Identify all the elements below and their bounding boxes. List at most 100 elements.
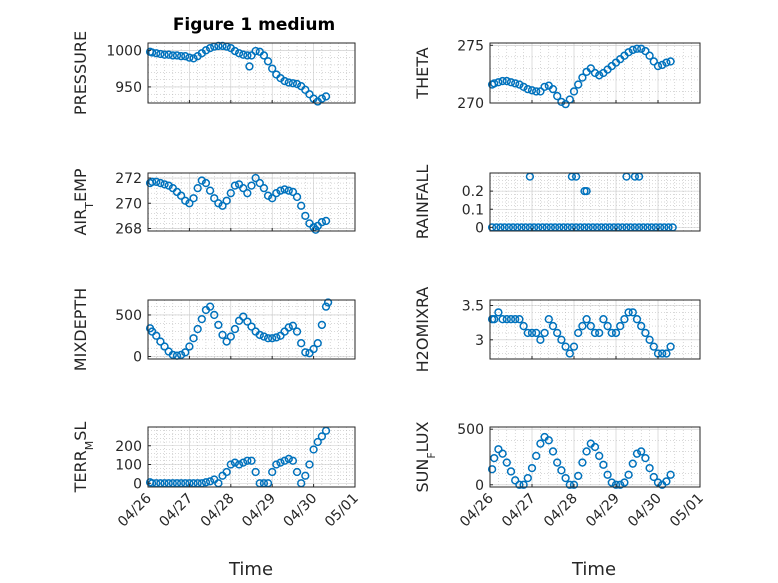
data-point: [234, 316, 244, 325]
y-tick-label: 0: [475, 220, 484, 236]
axes-box: [489, 299, 701, 360]
data-point: [527, 328, 537, 338]
y-tick-label: 270: [457, 96, 484, 112]
data-point: [181, 52, 190, 61]
plot-area: [490, 43, 700, 103]
data-point: [168, 350, 177, 359]
y-axis-label: TERRMSL: [71, 422, 96, 494]
data-point: [548, 447, 558, 456]
data-point: [205, 477, 215, 486]
data-point: [259, 183, 269, 193]
data-point: [590, 328, 600, 338]
data-point: [160, 50, 169, 59]
y-tick-label: 270: [115, 196, 142, 212]
y-tick-label: 0.2: [462, 184, 484, 200]
data-point: [272, 189, 281, 198]
x-axis-label-left: Time: [228, 559, 273, 580]
data-point: [193, 324, 202, 334]
data-point: [305, 349, 314, 358]
data-point: [645, 463, 654, 473]
data-point: [637, 447, 646, 456]
data-point: [268, 194, 277, 203]
data-point: [603, 470, 612, 479]
data-point: [641, 453, 650, 463]
data-point: [321, 302, 331, 311]
y-label-subscript: F: [425, 452, 438, 458]
data-point: [523, 328, 532, 338]
data-point: [301, 348, 310, 357]
data-point: [574, 80, 583, 89]
data-point: [536, 335, 545, 344]
data-point: [557, 335, 566, 344]
data-point: [284, 78, 293, 87]
data-point: [586, 321, 595, 331]
data-point: [156, 337, 165, 346]
data-point: [616, 480, 625, 489]
data-point: [561, 100, 570, 109]
data-point: [176, 350, 186, 359]
y-label-rest: LUX: [413, 421, 432, 452]
y-axis-label: PRESSURE: [71, 31, 90, 115]
data-point: [645, 51, 654, 60]
axes-box: [147, 299, 356, 360]
subplot-h2omixra: 3 3.5 H2OMIXRA: [413, 287, 701, 373]
data-point: [263, 57, 273, 66]
data-point: [156, 178, 165, 188]
data-point: [201, 478, 211, 487]
data-point: [185, 342, 194, 351]
y-tick-label: 0.1: [462, 202, 484, 218]
y-tick-label: 100: [115, 458, 142, 474]
data-point: [222, 337, 231, 346]
data-point: [201, 178, 211, 188]
data-point: [536, 87, 545, 96]
y-tick-label: 1000: [106, 43, 142, 59]
data-point: [607, 478, 616, 487]
data-point: [502, 76, 511, 86]
data-point: [288, 187, 298, 197]
data-point: [532, 87, 541, 96]
data-point: [557, 466, 566, 475]
data-point: [553, 91, 562, 101]
data-point: [193, 183, 202, 193]
data-point: [628, 308, 637, 317]
data-point: [527, 86, 537, 95]
data-point: [540, 82, 549, 91]
data-point: [565, 349, 574, 358]
data-point: [243, 189, 252, 198]
data-point: [301, 211, 310, 221]
data-point: [498, 449, 507, 458]
data-point: [214, 320, 223, 330]
data-point: [247, 456, 256, 465]
data-point: [210, 194, 219, 203]
y-axis-label: H2OMIXRA: [413, 287, 432, 373]
y-tick-label: 272: [115, 171, 142, 187]
data-point: [511, 315, 520, 324]
data-point: [641, 46, 650, 56]
data-point: [317, 432, 327, 441]
data-point: [506, 315, 516, 324]
data-point: [532, 328, 541, 338]
data-point: [239, 312, 248, 321]
x-tick-label: 04/29: [583, 491, 623, 531]
data-point: [185, 199, 194, 208]
data-point: [201, 46, 211, 55]
data-point: [548, 85, 558, 94]
data-point: [515, 480, 524, 489]
data-point: [649, 57, 658, 66]
y-label-main: TERR: [71, 450, 90, 493]
data-point: [189, 334, 198, 343]
subplot-theta: 270 275 THETA: [413, 38, 701, 112]
data-point: [490, 79, 499, 88]
data-point: [519, 321, 528, 331]
data-point: [637, 321, 646, 331]
data-point: [578, 321, 587, 331]
data-point: [284, 323, 293, 332]
data-point: [152, 49, 161, 58]
x-tick-label: 05/01: [322, 491, 362, 531]
data-point: [582, 186, 591, 196]
data-point: [251, 467, 260, 477]
y-tick-label: 950: [115, 80, 142, 96]
data-point: [502, 458, 511, 467]
data-point: [523, 85, 532, 94]
data-point: [662, 477, 671, 486]
